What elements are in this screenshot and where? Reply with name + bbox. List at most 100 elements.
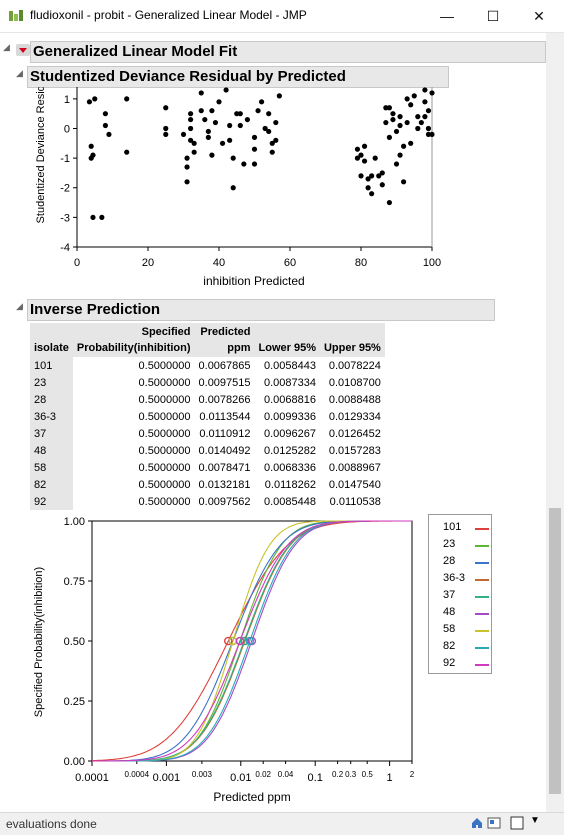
residual-point[interactable] (269, 140, 275, 146)
residual-point[interactable] (408, 140, 414, 146)
residual-point[interactable] (415, 114, 421, 120)
residual-point[interactable] (361, 158, 368, 164)
residual-point[interactable] (386, 199, 392, 206)
residual-point[interactable] (393, 161, 400, 167)
residual-point[interactable] (415, 125, 421, 132)
table-row[interactable]: 36-3 0.5000000 0.0113544 0.0099336 0.0129334 (30, 408, 385, 425)
residual-point[interactable] (425, 108, 432, 114)
inverse-outline-header[interactable]: Inverse Prediction (27, 299, 495, 321)
residual-point[interactable] (273, 137, 279, 143)
residual-point[interactable] (223, 87, 229, 93)
residual-point[interactable] (230, 185, 236, 191)
residual-point[interactable] (429, 131, 435, 138)
residual-point[interactable] (266, 111, 272, 117)
residual-point[interactable] (397, 114, 403, 120)
column-header[interactable]: Upper 95% (319, 323, 385, 357)
legend-item[interactable]: 92 (443, 657, 491, 674)
legend-item[interactable]: 37 (443, 589, 491, 606)
residual-point[interactable] (241, 161, 247, 167)
residual-point[interactable] (106, 131, 112, 138)
probit-curve[interactable] (92, 520, 412, 762)
residual-point[interactable] (86, 99, 93, 105)
residual-point[interactable] (372, 155, 378, 161)
residual-point[interactable] (188, 125, 194, 132)
fit-outline-header[interactable]: Generalized Linear Model Fit (30, 41, 546, 63)
residual-point[interactable] (404, 96, 410, 102)
residual-point[interactable] (425, 125, 432, 132)
residual-point[interactable] (219, 140, 226, 146)
residual-point[interactable] (376, 173, 382, 179)
residual-point[interactable] (184, 155, 190, 161)
residual-point[interactable] (379, 170, 385, 176)
residual-point[interactable] (124, 96, 130, 102)
residual-point[interactable] (102, 111, 108, 117)
residual-outline-header[interactable]: Studentized Deviance Residual by Predict… (27, 66, 449, 88)
residual-point[interactable] (429, 90, 435, 96)
legend-item[interactable]: 28 (443, 555, 491, 572)
residual-point[interactable] (205, 128, 211, 135)
residual-point[interactable] (237, 111, 243, 117)
ed50-marker[interactable] (223, 636, 233, 646)
column-header[interactable]: Specified Probability(inhibition) (72, 323, 195, 357)
residual-point[interactable] (184, 164, 190, 170)
residual-point[interactable] (354, 155, 361, 161)
legend-item[interactable]: 48 (443, 606, 491, 623)
residual-point[interactable] (379, 182, 385, 188)
table-row[interactable]: 92 0.5000000 0.0097562 0.0085448 0.0110538 (30, 493, 385, 510)
column-header[interactable]: isolate (30, 323, 73, 357)
residual-point[interactable] (369, 173, 375, 179)
residual-point[interactable] (163, 125, 169, 132)
residual-point[interactable] (209, 108, 215, 114)
residual-point[interactable] (198, 90, 204, 96)
window-layout-icon[interactable] (510, 816, 524, 830)
residual-point[interactable] (251, 161, 258, 167)
residual-point[interactable] (244, 116, 250, 123)
residual-point[interactable] (365, 176, 371, 182)
residual-point[interactable] (227, 122, 233, 129)
residual-point[interactable] (397, 122, 403, 129)
column-header[interactable]: Predicted ppm (194, 323, 255, 357)
ed50-marker[interactable] (235, 636, 245, 646)
table-row[interactable]: 23 0.5000000 0.0097515 0.0087334 0.0108700 (30, 374, 385, 391)
residual-point[interactable] (163, 105, 169, 111)
inverse-disclosure-icon[interactable]: ◢ (16, 301, 23, 311)
residual-point[interactable] (184, 179, 190, 185)
legend-item[interactable]: 82 (443, 640, 491, 657)
scrollbar-thumb[interactable] (549, 508, 561, 794)
residual-point[interactable] (358, 152, 364, 158)
table-row[interactable]: 37 0.5000000 0.0110912 0.0096267 0.0126452 (30, 425, 385, 442)
column-header[interactable]: Lower 95% (254, 323, 320, 357)
table-row[interactable]: 48 0.5000000 0.0140492 0.0125282 0.0157283 (30, 442, 385, 459)
residual-point[interactable] (358, 173, 364, 179)
residual-point[interactable] (354, 146, 361, 152)
residual-point[interactable] (188, 116, 194, 123)
residual-point[interactable] (262, 125, 268, 132)
legend-item[interactable]: 58 (443, 623, 491, 640)
residual-disclosure-icon[interactable]: ◢ (16, 68, 23, 78)
residual-point[interactable] (386, 134, 392, 140)
minimize-button[interactable]: — (440, 8, 454, 24)
residual-point[interactable] (237, 122, 243, 129)
red-menu-triangle-icon[interactable] (16, 44, 30, 56)
residual-point[interactable] (365, 185, 371, 191)
residual-point[interactable] (163, 131, 169, 138)
residual-point[interactable] (404, 119, 410, 126)
home-icon[interactable] (470, 816, 484, 830)
residual-point[interactable] (259, 99, 265, 105)
residual-point[interactable] (90, 152, 96, 158)
residual-point[interactable] (369, 191, 375, 197)
ed50-marker[interactable] (245, 636, 255, 646)
residual-point[interactable] (205, 134, 211, 140)
residual-point[interactable] (102, 122, 108, 129)
residual-point[interactable] (390, 111, 396, 117)
residual-point[interactable] (180, 131, 187, 138)
residual-point[interactable] (191, 149, 197, 155)
residual-point[interactable] (393, 128, 400, 135)
table-row[interactable]: 82 0.5000000 0.0132181 0.0118262 0.0147540 (30, 476, 385, 493)
residual-point[interactable] (188, 111, 194, 117)
vertical-scrollbar[interactable] (546, 33, 564, 812)
residual-point[interactable] (422, 99, 428, 105)
residual-point[interactable] (212, 119, 219, 126)
residual-point[interactable] (386, 105, 392, 111)
residual-point[interactable] (266, 128, 272, 135)
